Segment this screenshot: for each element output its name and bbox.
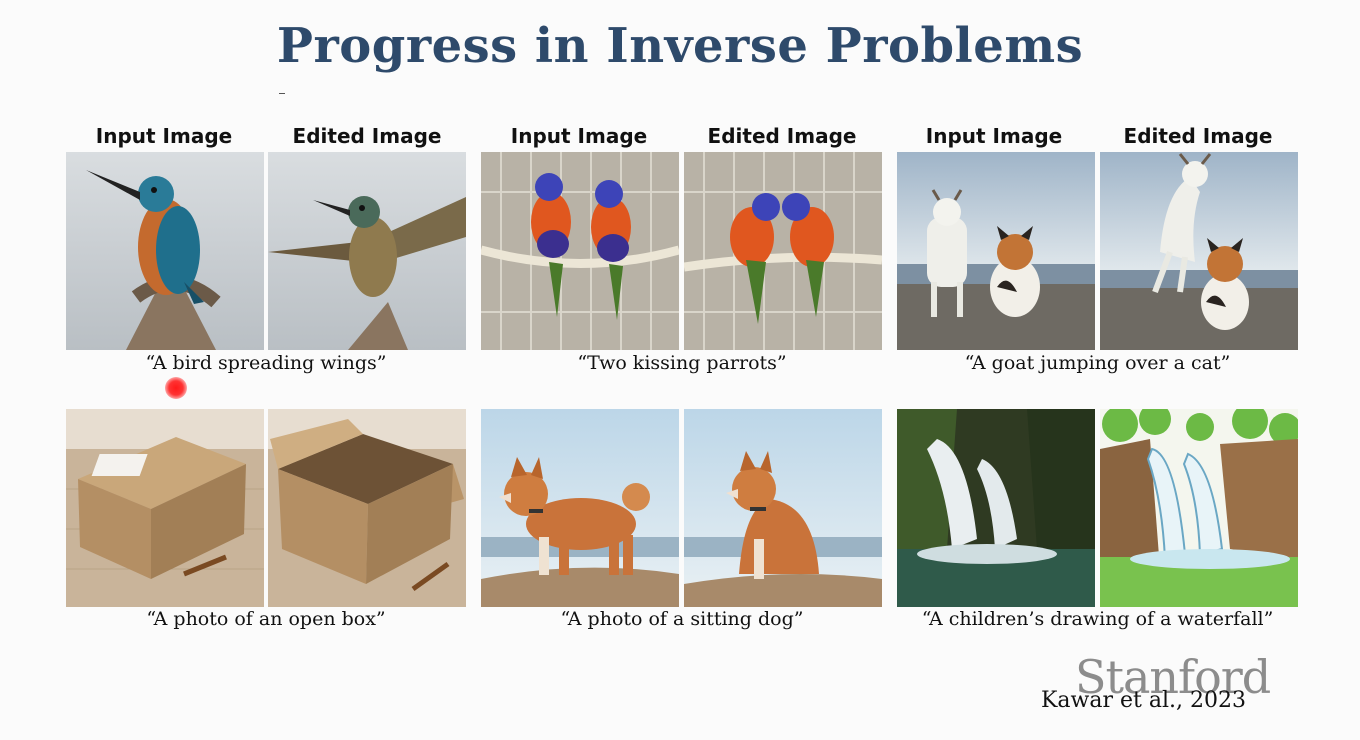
parrots-input-image [481,152,679,350]
caption-box: “A photo of an open box” [146,608,386,630]
dog-input-image [481,409,679,607]
kingfisher-input-image [66,152,264,350]
caption-bird: “A bird spreading wings” [145,352,387,374]
header-edited-3: Edited Image [1123,124,1273,148]
citation: Kawar et al., 2023 [1041,688,1246,713]
caption-goat-cat: “A goat jumping over a cat” [964,352,1231,374]
waterfall-photo-image [897,409,1095,607]
stanford-logo: Stanford [1075,650,1271,704]
stray-mark [279,93,285,94]
box-edited-image [268,409,466,607]
laser-pointer-icon [165,377,187,399]
caption-dog: “A photo of a sitting dog” [560,608,804,630]
box-input-image [66,409,264,607]
header-input-1: Input Image [95,124,233,148]
header-edited-1: Edited Image [292,124,442,148]
kingfisher-edited-image [268,152,466,350]
header-input-2: Input Image [510,124,648,148]
goat-cat-edited-image [1100,152,1298,350]
dog-edited-image [684,409,882,607]
header-edited-2: Edited Image [707,124,857,148]
goat-cat-input-image [897,152,1095,350]
waterfall-drawing-image [1100,409,1298,607]
slide-title: Progress in Inverse Problems [276,18,1084,74]
parrots-edited-image [684,152,882,350]
header-input-3: Input Image [925,124,1063,148]
caption-parrots: “Two kissing parrots” [577,352,787,374]
caption-waterfall: “A children’s drawing of a waterfall” [921,608,1274,630]
